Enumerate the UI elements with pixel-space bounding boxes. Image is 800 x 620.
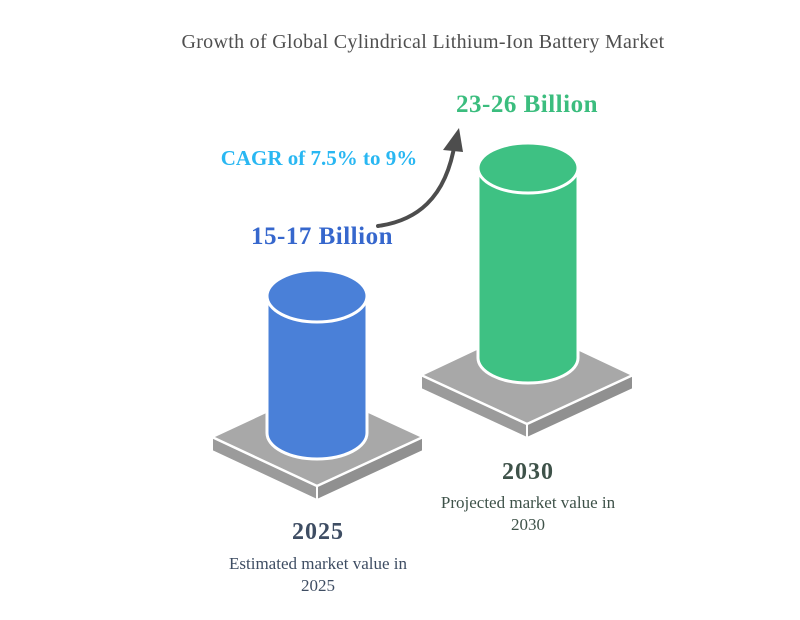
cagr-annotation: CAGR of 7.5% to 9% [220,146,418,170]
growth-arrow-head [443,128,463,152]
value-label-2025: 15-17 Billion [251,223,393,250]
caption-2025-line1: Estimated market value in [229,554,407,573]
caption-2030-line1: Projected market value in [440,493,616,512]
bar-2030-cylinder [476,141,580,385]
caption-2030-line2: 2030 [511,515,545,534]
value-label-2030: 23-26 Billion [456,91,598,118]
growth-arrow-icon [376,128,463,228]
year-label-2030: 2030 [502,459,554,485]
bar-2030-body [476,166,580,385]
year-label-2025: 2025 [292,519,344,545]
growth-arrow-curve [376,140,457,228]
chart-title: Growth of Global Cylindrical Lithium-Ion… [181,31,665,53]
caption-2030: Projected market value in 2030 [441,492,615,536]
bar-2030-top [476,141,580,195]
bar-2025-top [265,268,369,324]
bar-2025-body [265,294,369,461]
caption-2025: Estimated market value in 2025 [229,553,407,597]
caption-2025-line2: 2025 [301,576,335,595]
bar-2025-cylinder [265,268,369,461]
